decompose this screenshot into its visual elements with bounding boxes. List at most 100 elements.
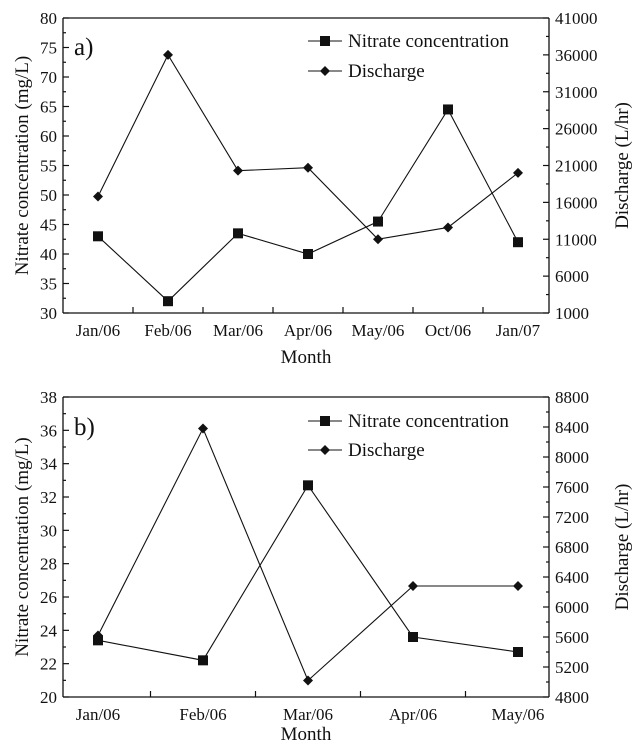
legend-square-marker [320, 416, 330, 426]
y2-tick-label: 4800 [555, 688, 589, 707]
nitrate-point [443, 104, 453, 115]
y-tick-label: 60 [40, 127, 57, 146]
y-tick-label: 20 [40, 688, 57, 707]
panel-label: a) [74, 34, 93, 61]
nitrate-point [303, 249, 313, 259]
y2-tick-label: 31000 [555, 83, 598, 102]
y2-tick-label: 5200 [555, 658, 589, 677]
discharge-point [233, 165, 243, 176]
y-tick-label: 30 [40, 521, 57, 540]
legend-diamond-marker [320, 445, 330, 455]
x-tick-label: Mar/06 [283, 705, 333, 724]
x-axis-title: Month [281, 347, 332, 368]
x-tick-label: Apr/06 [389, 705, 437, 724]
discharge-point [303, 162, 313, 173]
panel-label: b) [74, 414, 95, 441]
x-tick-label: Jan/06 [76, 321, 120, 340]
y2-tick-label: 6000 [555, 598, 589, 617]
nitrate-point [408, 632, 418, 642]
discharge-series [93, 49, 523, 245]
x-tick-label: Jan/07 [496, 321, 541, 340]
discharge-point [93, 191, 103, 202]
y2-tick-label: 7200 [555, 508, 589, 527]
legend-label: Nitrate concentration [348, 31, 509, 52]
x-tick-label: Oct/06 [425, 321, 471, 340]
y-tick-label: 40 [40, 245, 57, 264]
discharge-point [303, 675, 313, 686]
nitrate-point [163, 296, 173, 307]
legend-label: Discharge [348, 61, 425, 82]
y-tick-label: 38 [40, 388, 57, 407]
y2-tick-label: 5600 [555, 628, 589, 647]
discharge-point [513, 167, 523, 178]
y-tick-label: 35 [40, 275, 57, 294]
y-tick-label: 45 [40, 216, 57, 235]
x-tick-label: Feb/06 [144, 321, 191, 340]
y-tick-label: 32 [40, 488, 57, 507]
y2-axis-title: Discharge (L/hr) [612, 102, 633, 229]
y2-tick-label: 8000 [555, 448, 589, 467]
nitrate-point [233, 228, 243, 239]
x-tick-label: May/06 [492, 705, 545, 724]
y2-tick-label: 11000 [555, 230, 597, 249]
x-axis-title: Month [281, 724, 332, 744]
discharge-point [163, 49, 173, 60]
y2-tick-label: 6400 [555, 568, 589, 587]
discharge-point [93, 630, 103, 641]
nitrate-point [93, 231, 103, 242]
y2-tick-label: 1000 [555, 304, 589, 323]
x-tick-label: Jan/06 [76, 705, 120, 724]
y-tick-label: 55 [40, 157, 57, 176]
x-tick-label: Feb/06 [179, 705, 226, 724]
chart-panel-a: 30 35 40 45 50 55 60 65 70 75 80 1000 6000 11000 16000… [12, 9, 633, 368]
y2-tick-label: 16000 [555, 193, 598, 212]
nitrate-line [97, 108, 519, 302]
nitrate-point [513, 237, 523, 248]
legend-label: Nitrate concentration [348, 411, 509, 432]
discharge-point [408, 581, 418, 591]
legend-label: Discharge [348, 440, 425, 461]
nitrate-point [513, 647, 523, 657]
y2-tick-label: 26000 [555, 120, 598, 139]
discharge-line [97, 53, 519, 240]
y2-tick-label: 41000 [555, 9, 598, 28]
discharge-series [93, 423, 523, 686]
discharge-point [373, 234, 383, 245]
legend-diamond-marker [320, 66, 330, 76]
nitrate-point [373, 216, 383, 227]
y2-tick-label: 36000 [555, 46, 598, 65]
discharge-point [443, 222, 453, 233]
y-tick-label: 80 [40, 9, 57, 28]
nitrate-point [198, 655, 208, 666]
y-tick-label: 65 [40, 98, 57, 117]
y-tick-label: 50 [40, 186, 57, 205]
y2-tick-label: 21000 [555, 157, 598, 176]
y-axis-title: Nitrate concentration (mg/L) [12, 56, 33, 275]
x-tick-label: May/06 [352, 321, 405, 340]
y-tick-label: 28 [40, 555, 57, 574]
y2-tick-label: 6000 [555, 267, 589, 286]
nitrate-series [93, 104, 523, 307]
y-tick-label: 24 [40, 621, 58, 640]
y-tick-label: 34 [40, 455, 58, 474]
discharge-point [198, 423, 208, 434]
x-tick-label: Mar/06 [213, 321, 263, 340]
y-tick-label: 22 [40, 655, 57, 674]
y2-tick-label: 8400 [555, 418, 589, 437]
y2-tick-label: 8800 [555, 388, 589, 407]
legend-square-marker [320, 36, 330, 46]
nitrate-series [93, 480, 523, 666]
discharge-point [513, 581, 523, 591]
y2-axis-title: Discharge (L/hr) [612, 484, 633, 611]
y-tick-label: 70 [40, 68, 57, 87]
y-tick-label: 75 [40, 39, 57, 58]
nitrate-point [303, 480, 313, 491]
y-tick-label: 26 [40, 588, 57, 607]
chart-panel-b: 20 22 24 26 28 30 32 34 36 38 4800 5200 5600 6000 6400… [12, 388, 633, 745]
y-tick-label: 36 [40, 421, 57, 440]
y-axis-title: Nitrate concentration (mg/L) [12, 437, 33, 656]
y-tick-label: 30 [40, 304, 57, 323]
x-tick-label: Apr/06 [284, 321, 332, 340]
